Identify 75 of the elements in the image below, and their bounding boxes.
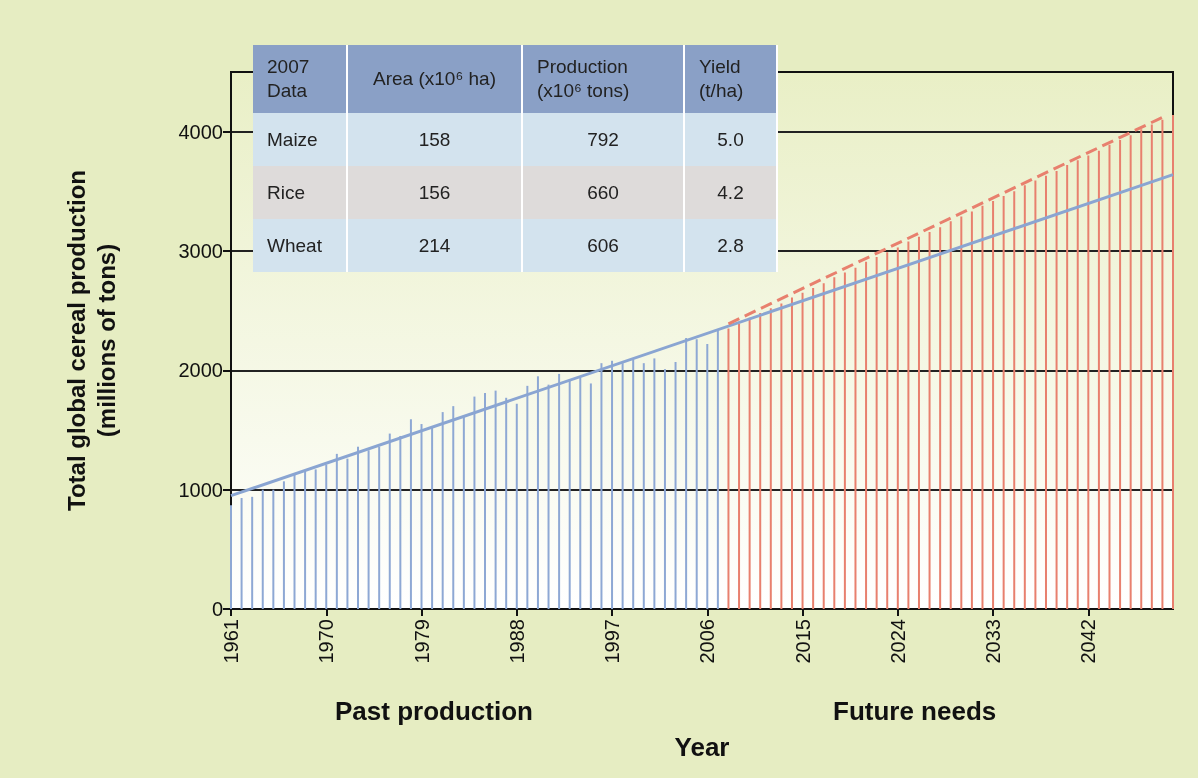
bar <box>865 261 868 609</box>
y-tick-label: 2000 <box>178 359 223 382</box>
bar <box>748 317 751 609</box>
x-axis-title: Year <box>674 732 730 762</box>
bar <box>282 481 285 609</box>
category-label: Production (x10⁶ tons) <box>523 45 685 113</box>
bar <box>653 358 656 609</box>
x-tick-label: 2024 <box>886 619 909 664</box>
bar <box>833 277 836 609</box>
bar <box>261 489 264 609</box>
y-tick-label: 3000 <box>178 240 223 262</box>
text: 660 <box>587 181 619 203</box>
bar <box>272 489 275 609</box>
bar <box>642 363 645 609</box>
category-label: Area (x10⁶ ha) <box>348 45 523 113</box>
text: 2.8 <box>717 234 744 256</box>
bar <box>515 403 518 609</box>
text: 606 <box>587 234 619 256</box>
bar <box>230 505 232 609</box>
bar <box>843 272 846 609</box>
bar <box>875 256 878 609</box>
bar <box>727 328 730 609</box>
bar <box>928 231 931 609</box>
x-tick-label: 1988 <box>505 619 528 664</box>
x-tick-label: 1961 <box>220 619 242 664</box>
category-label: Yield (t/ha) <box>685 45 778 113</box>
bar <box>759 313 762 609</box>
bar <box>780 303 783 609</box>
x-tick-label: 2042 <box>1077 619 1100 664</box>
bar <box>822 283 825 609</box>
text: Past production <box>335 696 533 726</box>
bar <box>706 344 709 609</box>
x-tick-label: 2015 <box>791 619 814 664</box>
x-tick-label: 1970 <box>315 619 338 664</box>
text: Future needs <box>833 696 997 726</box>
bar <box>939 227 942 609</box>
bar <box>917 236 920 609</box>
y-axis-title: Total global cereal production (millions of tons) <box>62 170 120 511</box>
category-label: Maize <box>267 128 318 150</box>
bar <box>1055 171 1058 609</box>
text: 5.0 <box>717 128 744 150</box>
category-label: 2007 Data <box>253 45 348 113</box>
bar <box>589 383 592 609</box>
text: 792 <box>587 128 619 150</box>
bar <box>1097 150 1100 609</box>
bar <box>801 292 804 609</box>
bar <box>1002 196 1005 609</box>
bar <box>738 323 741 609</box>
x-tick-label: 1979 <box>410 619 433 664</box>
x-tick-label: 2006 <box>696 619 719 664</box>
x-tick-label: 1997 <box>601 619 624 664</box>
bar <box>769 308 772 609</box>
x-tick-label: 2033 <box>982 619 1005 664</box>
text: 4.2 <box>717 181 744 203</box>
bar <box>251 496 254 609</box>
y-tick-label: 1000 <box>178 478 223 501</box>
category-label: Wheat <box>267 234 322 256</box>
bar <box>674 361 677 609</box>
text: 158 <box>418 128 451 150</box>
bar <box>663 369 666 609</box>
category-label: Rice <box>267 181 306 203</box>
bar <box>854 267 857 609</box>
bar <box>240 498 243 609</box>
text: 214 <box>418 234 451 256</box>
bar <box>790 297 793 609</box>
bar <box>1034 180 1037 609</box>
bar <box>886 252 889 609</box>
y-tick-label: 4000 <box>178 120 223 143</box>
bar <box>1172 114 1174 609</box>
text: 156 <box>418 181 451 203</box>
bar <box>1129 135 1132 609</box>
bar <box>812 287 815 609</box>
bar <box>970 211 973 609</box>
y-tick-label: 0 <box>211 598 223 620</box>
bar <box>896 247 899 609</box>
